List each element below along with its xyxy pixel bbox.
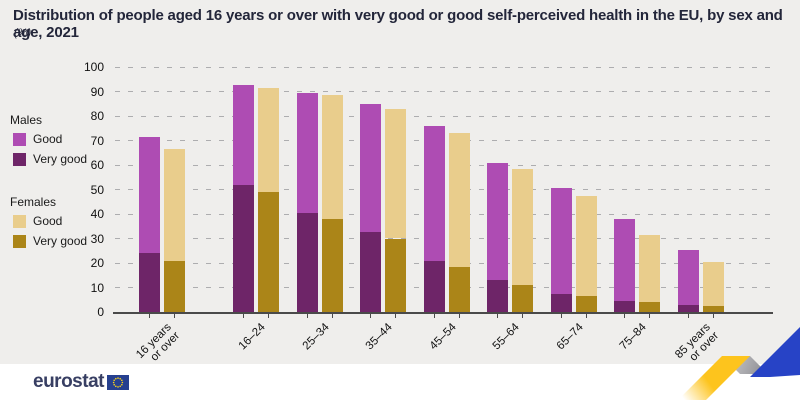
x-axis-tick bbox=[459, 314, 460, 318]
gridline bbox=[115, 91, 771, 92]
bar-female-good bbox=[639, 234, 660, 303]
bar-male-good bbox=[487, 162, 508, 281]
bar-female-very-good bbox=[703, 305, 724, 312]
y-axis-label: 100 bbox=[83, 60, 104, 74]
x-axis-tick bbox=[522, 314, 523, 318]
bar-female-very-good bbox=[164, 260, 185, 312]
x-axis-tick bbox=[243, 314, 244, 318]
y-axis-label: 0 bbox=[97, 305, 104, 319]
bar-female-very-good bbox=[512, 285, 533, 312]
x-axis-tick bbox=[624, 314, 625, 318]
x-axis-tick bbox=[149, 314, 150, 318]
legend-item-male-very-good: Very good bbox=[13, 152, 115, 166]
bar-female-good bbox=[322, 95, 343, 219]
bar-male-good bbox=[297, 92, 318, 213]
eu-flag-icon bbox=[106, 374, 129, 390]
x-axis-tick bbox=[434, 314, 435, 318]
x-axis-line bbox=[113, 312, 773, 314]
bar-male-very-good bbox=[424, 260, 445, 312]
bar-male-very-good bbox=[551, 293, 572, 312]
bar-male-very-good bbox=[233, 184, 254, 312]
gridline bbox=[115, 66, 771, 68]
gridline bbox=[115, 115, 771, 117]
legend-males-title: Males bbox=[10, 113, 43, 127]
ribbon-yellow-band bbox=[678, 356, 750, 400]
legend-item-label: Very good bbox=[33, 152, 88, 166]
bar-male-good bbox=[360, 103, 381, 233]
bar-female-good bbox=[449, 133, 470, 267]
male-very-good-swatch-icon bbox=[13, 152, 26, 166]
x-axis-tick bbox=[497, 314, 498, 318]
bar-female-very-good bbox=[258, 191, 279, 312]
bar-male-very-good bbox=[614, 300, 635, 312]
y-axis-label: 30 bbox=[90, 231, 104, 246]
eurostat-logo: eurostat bbox=[33, 371, 129, 393]
bar-female-good bbox=[258, 87, 279, 192]
y-axis-label: 80 bbox=[90, 109, 104, 123]
x-axis-tick bbox=[649, 314, 650, 318]
legend-item-female-very-good: Very good bbox=[13, 234, 115, 248]
ribbon-decoration-icon bbox=[678, 327, 800, 400]
x-axis-tick bbox=[688, 314, 689, 318]
page-title: Distribution of people aged 16 years or … bbox=[13, 7, 783, 41]
male-good-swatch-icon bbox=[13, 132, 26, 146]
y-axis-label: 40 bbox=[90, 207, 104, 221]
legend-females: Females Good Very good bbox=[10, 195, 115, 254]
bar-male-very-good bbox=[139, 253, 160, 312]
bar-female-good bbox=[703, 261, 724, 306]
x-axis-tick bbox=[332, 314, 333, 318]
bar-male-good bbox=[139, 136, 160, 254]
x-axis-tick bbox=[395, 314, 396, 318]
y-axis-label: 90 bbox=[90, 84, 104, 99]
bar-male-good bbox=[614, 218, 635, 301]
x-axis-tick bbox=[268, 314, 269, 318]
legend-item-female-good: Good bbox=[13, 214, 115, 228]
bar-female-very-good bbox=[385, 238, 406, 312]
page-subtitle: (%) bbox=[14, 27, 32, 39]
bar-male-very-good bbox=[360, 232, 381, 312]
bar-male-good bbox=[233, 85, 254, 185]
bar-female-good bbox=[164, 149, 185, 261]
legend-item-male-good: Good bbox=[13, 132, 115, 146]
y-axis-label: 60 bbox=[90, 158, 104, 172]
bar-female-very-good bbox=[449, 266, 470, 312]
legend-males: Males Good Very good bbox=[10, 113, 115, 172]
eurostat-wordmark: eurostat bbox=[33, 371, 104, 392]
x-axis-tick bbox=[713, 314, 714, 318]
legend-item-label: Good bbox=[33, 214, 63, 228]
legend-item-label: Very good bbox=[33, 234, 88, 248]
bar-female-good bbox=[512, 168, 533, 286]
bar-male-very-good bbox=[297, 212, 318, 312]
y-axis-label: 10 bbox=[90, 280, 104, 295]
ribbon-blue-band bbox=[750, 327, 800, 377]
y-axis-label: 70 bbox=[90, 133, 104, 148]
bar-male-good bbox=[551, 188, 572, 294]
bar-male-good bbox=[678, 249, 699, 305]
x-axis-tick bbox=[586, 314, 587, 318]
x-axis-tick bbox=[307, 314, 308, 318]
x-axis-tick bbox=[174, 314, 175, 318]
y-axis-label: 50 bbox=[90, 182, 104, 197]
bar-male-good bbox=[424, 125, 445, 261]
bar-female-very-good bbox=[576, 296, 597, 312]
legend-females-title: Females bbox=[10, 195, 57, 209]
bar-female-very-good bbox=[639, 302, 660, 312]
bar-male-very-good bbox=[487, 280, 508, 312]
x-axis-tick bbox=[561, 314, 562, 318]
bar-female-very-good bbox=[322, 218, 343, 312]
female-good-swatch-icon bbox=[13, 214, 26, 228]
y-axis-label: 20 bbox=[90, 256, 104, 270]
bar-female-good bbox=[385, 108, 406, 239]
x-axis-tick bbox=[370, 314, 371, 318]
legend-item-label: Good bbox=[33, 132, 63, 146]
female-very-good-swatch-icon bbox=[13, 234, 26, 248]
bar-female-good bbox=[576, 195, 597, 297]
bar-male-very-good bbox=[678, 304, 699, 312]
